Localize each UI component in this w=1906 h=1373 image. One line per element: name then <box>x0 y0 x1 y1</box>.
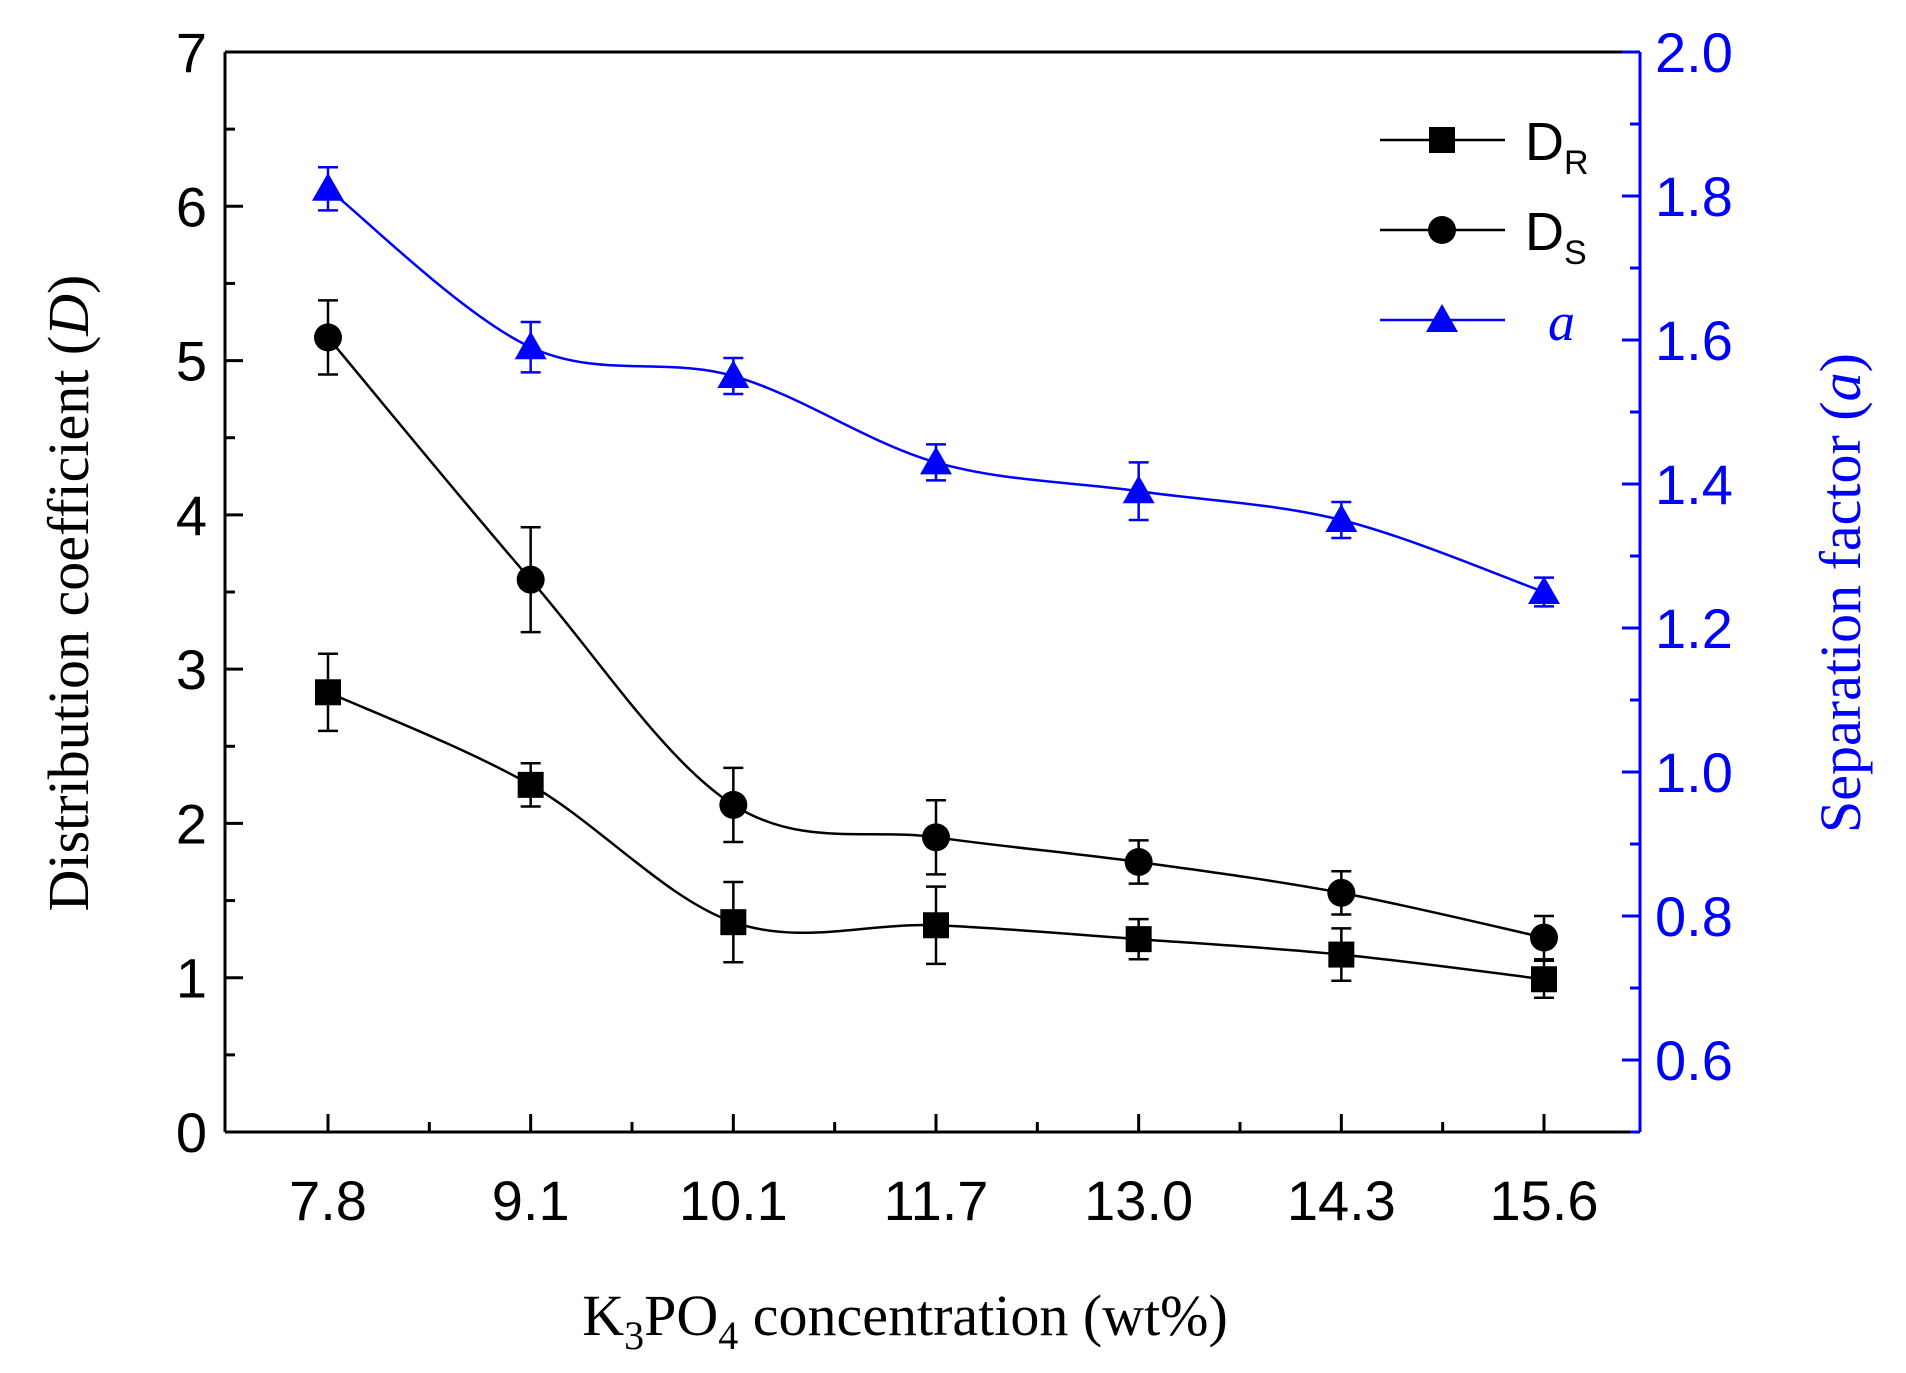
x-tick-label: 13.0 <box>1084 1169 1193 1232</box>
axes-layer: 0 1 2 3 4 5 6 7 0.6 0.8 1.0 1.2 1.4 1.6 1.8 2.0 7.8 9.1 10… <box>176 21 1733 1232</box>
square-series-point <box>720 909 747 936</box>
y-axis-right-title: Separation factor (a) <box>1808 353 1873 833</box>
circle-series-point <box>516 565 545 594</box>
y-left-tick-label: 3 <box>176 638 207 701</box>
square-series-point <box>1125 926 1152 953</box>
legend: DR DS a <box>1380 112 1589 352</box>
y-right-tick-label: 1.8 <box>1655 165 1733 228</box>
triangle-series-point <box>920 446 952 475</box>
series-layer <box>312 165 1560 1000</box>
y-right-tick-label: 1.2 <box>1655 597 1733 660</box>
circle-series-legend-marker <box>1428 216 1456 244</box>
y-left-tick-label: 7 <box>176 21 207 84</box>
y-left-tick-label: 0 <box>176 1101 207 1164</box>
triangle-series-point <box>312 172 344 201</box>
y-left-tick-label: 2 <box>176 792 207 855</box>
y-right-tick-label: 1.6 <box>1655 309 1733 372</box>
x-tick-label: 7.8 <box>289 1169 367 1232</box>
y-left-tick-label: 4 <box>176 484 207 547</box>
square-series-legend-label: DR <box>1525 112 1589 182</box>
y-right-tick-label: 0.6 <box>1655 1029 1733 1092</box>
y-right-tick-label: 1.4 <box>1655 453 1733 516</box>
triangle-series-point <box>1122 475 1155 504</box>
circle-series-legend-label: DS <box>1525 202 1587 272</box>
y-right-tick-label: 0.8 <box>1655 885 1733 948</box>
square-series-point <box>315 679 341 706</box>
triangle-series-point <box>717 360 750 388</box>
x-tick-label: 9.1 <box>492 1169 570 1232</box>
y-right-tick-label: 2.0 <box>1655 21 1733 84</box>
square-series-point <box>1531 966 1557 993</box>
triangle-series-point <box>514 331 547 360</box>
y-right-tick-label: 1.0 <box>1655 741 1733 804</box>
x-axis-title: K3PO4 concentration (wt%) <box>582 1283 1228 1358</box>
y-left-tick-label: 6 <box>176 175 207 238</box>
x-tick-label: 11.7 <box>884 1169 989 1232</box>
x-tick-label: 14.3 <box>1287 1169 1396 1232</box>
y-left-tick-label: 5 <box>176 330 207 393</box>
square-series-legend-marker <box>1429 127 1455 153</box>
square-series-point <box>1328 941 1355 968</box>
circle-series-point <box>922 823 950 852</box>
x-tick-label: 15.6 <box>1490 1169 1599 1232</box>
square-series-point <box>517 771 544 798</box>
circle-series-point <box>719 790 748 819</box>
triangle-series-legend-label: a <box>1548 292 1575 352</box>
circle-series-point <box>1327 878 1356 907</box>
triangle-series-line <box>327 187 1545 594</box>
y-axis-left-title: Distribution coefficient (D) <box>36 275 101 912</box>
square-series-point <box>923 912 949 939</box>
triangle-series-legend-marker <box>1426 304 1458 332</box>
circle-series-point <box>1124 848 1153 876</box>
y-left-tick-label: 1 <box>176 947 207 1010</box>
x-tick-label: 10.1 <box>679 1169 788 1232</box>
circle-series-point <box>1530 923 1558 952</box>
triangle-series-point <box>1325 504 1358 532</box>
circle-series-point <box>314 323 342 352</box>
triangle-series-point <box>1528 576 1560 604</box>
